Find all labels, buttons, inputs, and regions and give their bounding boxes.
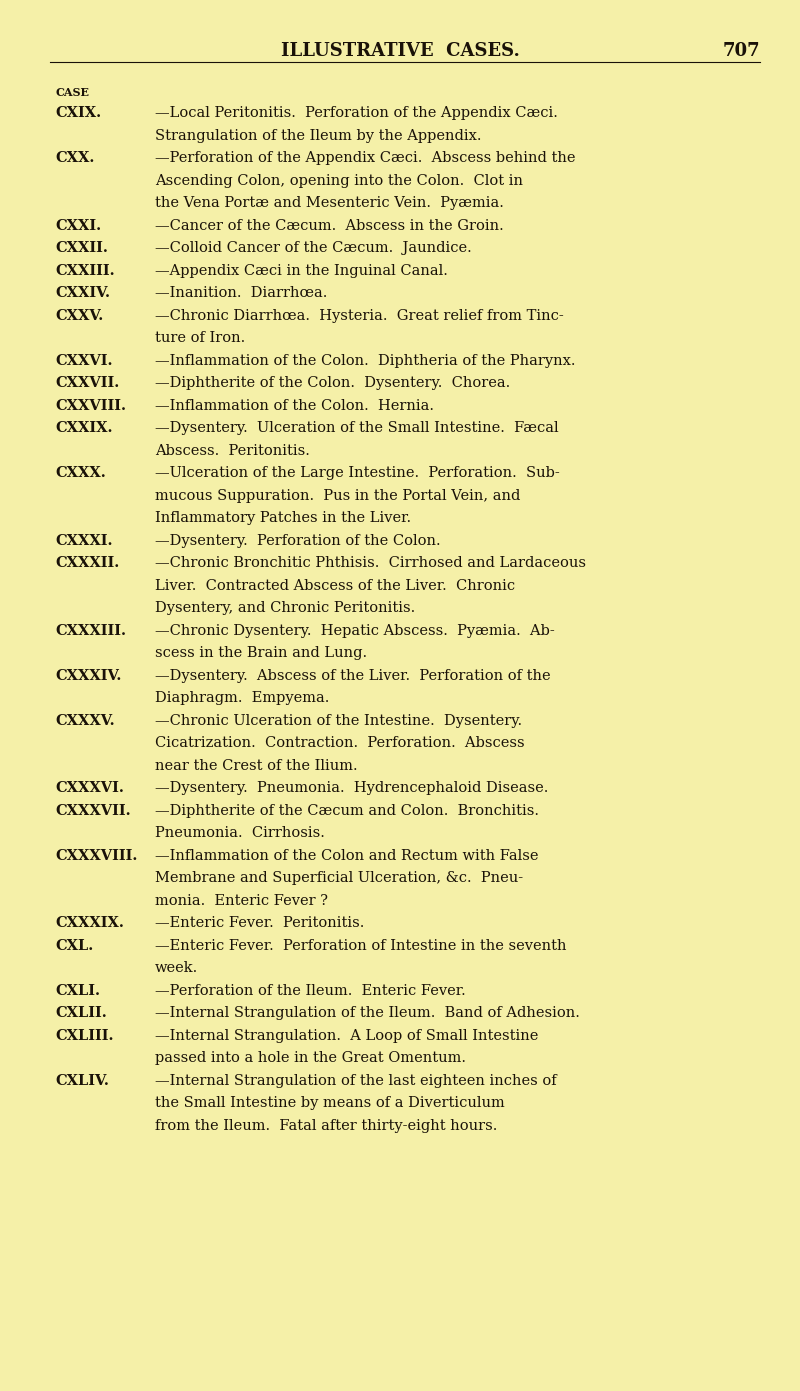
- Text: CXXXIII.: CXXXIII.: [55, 623, 126, 637]
- Text: from the Ileum.  Fatal after thirty-eight hours.: from the Ileum. Fatal after thirty-eight…: [155, 1118, 498, 1132]
- Text: Abscess.  Peritonitis.: Abscess. Peritonitis.: [155, 444, 310, 458]
- Text: CXXI.: CXXI.: [55, 218, 101, 232]
- Text: the Vena Portæ and Mesenteric Vein.  Pyæmia.: the Vena Portæ and Mesenteric Vein. Pyæm…: [155, 196, 504, 210]
- Text: CXXXVI.: CXXXVI.: [55, 782, 124, 796]
- Text: —Inanition.  Diarrhœa.: —Inanition. Diarrhœa.: [155, 287, 327, 300]
- Text: CXLII.: CXLII.: [55, 1006, 106, 1020]
- Text: —Internal Strangulation of the last eighteen inches of: —Internal Strangulation of the last eigh…: [155, 1074, 557, 1088]
- Text: —Appendix Cæci in the Inguinal Canal.: —Appendix Cæci in the Inguinal Canal.: [155, 264, 448, 278]
- Text: CXXXVII.: CXXXVII.: [55, 804, 130, 818]
- Text: CXXIX.: CXXIX.: [55, 421, 113, 435]
- Text: CXXXV.: CXXXV.: [55, 714, 114, 727]
- Text: CXXV.: CXXV.: [55, 309, 103, 323]
- Text: CXXXI.: CXXXI.: [55, 534, 113, 548]
- Text: CXXII.: CXXII.: [55, 241, 108, 255]
- Text: Inflammatory Patches in the Liver.: Inflammatory Patches in the Liver.: [155, 510, 411, 526]
- Text: CXXX.: CXXX.: [55, 466, 106, 480]
- Text: CXXXIV.: CXXXIV.: [55, 669, 122, 683]
- Text: CXLIV.: CXLIV.: [55, 1074, 109, 1088]
- Text: —Enteric Fever.  Peritonitis.: —Enteric Fever. Peritonitis.: [155, 917, 364, 931]
- Text: —Dysentery.  Abscess of the Liver.  Perforation of the: —Dysentery. Abscess of the Liver. Perfor…: [155, 669, 550, 683]
- Text: monia.  Enteric Fever ?: monia. Enteric Fever ?: [155, 893, 328, 907]
- Text: the Small Intestine by means of a Diverticulum: the Small Intestine by means of a Divert…: [155, 1096, 505, 1110]
- Text: —Internal Strangulation.  A Loop of Small Intestine: —Internal Strangulation. A Loop of Small…: [155, 1028, 538, 1043]
- Text: —Internal Strangulation of the Ileum.  Band of Adhesion.: —Internal Strangulation of the Ileum. Ba…: [155, 1006, 580, 1020]
- Text: Cicatrization.  Contraction.  Perforation.  Abscess: Cicatrization. Contraction. Perforation.…: [155, 736, 525, 750]
- Text: CXXXVIII.: CXXXVIII.: [55, 849, 138, 862]
- Text: CXXVII.: CXXVII.: [55, 376, 119, 389]
- Text: near the Crest of the Ilium.: near the Crest of the Ilium.: [155, 758, 358, 772]
- Text: —Diphtherite of the Colon.  Dysentery.  Chorea.: —Diphtherite of the Colon. Dysentery. Ch…: [155, 376, 510, 389]
- Text: —Dysentery.  Pneumonia.  Hydrencephaloid Disease.: —Dysentery. Pneumonia. Hydrencephaloid D…: [155, 782, 548, 796]
- Text: —Inflammation of the Colon.  Diphtheria of the Pharynx.: —Inflammation of the Colon. Diphtheria o…: [155, 353, 575, 367]
- Text: CXIX.: CXIX.: [55, 106, 101, 120]
- Text: Strangulation of the Ileum by the Appendix.: Strangulation of the Ileum by the Append…: [155, 128, 482, 143]
- Text: CXXVIII.: CXXVIII.: [55, 399, 126, 413]
- Text: —Dysentery.  Ulceration of the Small Intestine.  Fæcal: —Dysentery. Ulceration of the Small Inte…: [155, 421, 558, 435]
- Text: CXL.: CXL.: [55, 939, 94, 953]
- Text: scess in the Brain and Lung.: scess in the Brain and Lung.: [155, 647, 367, 661]
- Text: CXLIII.: CXLIII.: [55, 1028, 114, 1043]
- Text: week.: week.: [155, 961, 198, 975]
- Text: CASE: CASE: [55, 88, 89, 97]
- Text: passed into a hole in the Great Omentum.: passed into a hole in the Great Omentum.: [155, 1052, 466, 1066]
- Text: mucous Suppuration.  Pus in the Portal Vein, and: mucous Suppuration. Pus in the Portal Ve…: [155, 488, 520, 502]
- Text: CXXXII.: CXXXII.: [55, 556, 119, 570]
- Text: —Local Peritonitis.  Perforation of the Appendix Cæci.: —Local Peritonitis. Perforation of the A…: [155, 106, 558, 120]
- Text: Dysentery, and Chronic Peritonitis.: Dysentery, and Chronic Peritonitis.: [155, 601, 415, 615]
- Text: Ascending Colon, opening into the Colon.  Clot in: Ascending Colon, opening into the Colon.…: [155, 174, 523, 188]
- Text: CXXIII.: CXXIII.: [55, 264, 114, 278]
- Text: —Chronic Dysentery.  Hepatic Abscess.  Pyæmia.  Ab-: —Chronic Dysentery. Hepatic Abscess. Pyæ…: [155, 623, 554, 637]
- Text: Pneumonia.  Cirrhosis.: Pneumonia. Cirrhosis.: [155, 826, 325, 840]
- Text: —Enteric Fever.  Perforation of Intestine in the seventh: —Enteric Fever. Perforation of Intestine…: [155, 939, 566, 953]
- Text: —Diphtherite of the Cæcum and Colon.  Bronchitis.: —Diphtherite of the Cæcum and Colon. Bro…: [155, 804, 539, 818]
- Text: —Chronic Ulceration of the Intestine.  Dysentery.: —Chronic Ulceration of the Intestine. Dy…: [155, 714, 522, 727]
- Text: Membrane and Superficial Ulceration, &c.  Pneu-: Membrane and Superficial Ulceration, &c.…: [155, 871, 523, 885]
- Text: CXLI.: CXLI.: [55, 983, 100, 997]
- Text: —Cancer of the Cæcum.  Abscess in the Groin.: —Cancer of the Cæcum. Abscess in the Gro…: [155, 218, 504, 232]
- Text: —Dysentery.  Perforation of the Colon.: —Dysentery. Perforation of the Colon.: [155, 534, 441, 548]
- Text: CXXVI.: CXXVI.: [55, 353, 113, 367]
- Text: —Ulceration of the Large Intestine.  Perforation.  Sub-: —Ulceration of the Large Intestine. Perf…: [155, 466, 560, 480]
- Text: ILLUSTRATIVE  CASES.: ILLUSTRATIVE CASES.: [281, 42, 519, 60]
- Text: —Perforation of the Appendix Cæci.  Abscess behind the: —Perforation of the Appendix Cæci. Absce…: [155, 152, 575, 166]
- Text: —Chronic Diarrhœa.  Hysteria.  Great relief from Tinc-: —Chronic Diarrhœa. Hysteria. Great relie…: [155, 309, 564, 323]
- Text: CXX.: CXX.: [55, 152, 94, 166]
- Text: Liver.  Contracted Abscess of the Liver.  Chronic: Liver. Contracted Abscess of the Liver. …: [155, 579, 515, 593]
- Text: 707: 707: [722, 42, 760, 60]
- Text: —Chronic Bronchitic Phthisis.  Cirrhosed and Lardaceous: —Chronic Bronchitic Phthisis. Cirrhosed …: [155, 556, 586, 570]
- Text: —Perforation of the Ileum.  Enteric Fever.: —Perforation of the Ileum. Enteric Fever…: [155, 983, 466, 997]
- Text: ture of Iron.: ture of Iron.: [155, 331, 246, 345]
- Text: CXXXIX.: CXXXIX.: [55, 917, 124, 931]
- Text: Diaphragm.  Empyema.: Diaphragm. Empyema.: [155, 691, 330, 705]
- Text: CXXIV.: CXXIV.: [55, 287, 110, 300]
- Text: —Colloid Cancer of the Cæcum.  Jaundice.: —Colloid Cancer of the Cæcum. Jaundice.: [155, 241, 472, 255]
- Text: —Inflammation of the Colon and Rectum with False: —Inflammation of the Colon and Rectum wi…: [155, 849, 538, 862]
- Text: —Inflammation of the Colon.  Hernia.: —Inflammation of the Colon. Hernia.: [155, 399, 434, 413]
